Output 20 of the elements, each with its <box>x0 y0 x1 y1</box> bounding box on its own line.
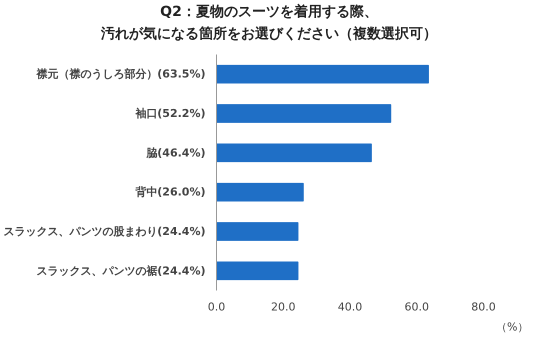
y-tick-label: スラックス、パンツの股まわり(24.4%) <box>3 225 206 238</box>
bar <box>216 104 392 123</box>
bar <box>216 222 298 241</box>
x-tick-label: 60.0 <box>404 300 430 314</box>
x-tick-label: 40.0 <box>338 300 362 314</box>
bar <box>216 143 372 162</box>
y-tick-label: 襟元（襟のうしろ部分）(63.5%) <box>35 68 206 81</box>
bar <box>216 261 298 280</box>
y-tick-label: スラックス、パンツの裾(24.4%) <box>36 264 206 278</box>
chart-subtitle: 汚れが気になる箇所をお選びください（複数選択可） <box>100 25 438 44</box>
y-tick-label: 背中(26.0%) <box>134 186 206 199</box>
x-tick-label: 80.0 <box>471 300 496 314</box>
bar <box>216 64 429 84</box>
y-tick-label: 袖口(52.2%) <box>134 107 206 120</box>
x-tick-label: 20.0 <box>271 300 296 314</box>
x-tick-label: 0.0 <box>208 300 226 314</box>
chart-title: Q2：夏物のスーツを着用する際、 <box>159 2 379 22</box>
y-tick-label: 脇(46.4%) <box>145 146 206 160</box>
bar <box>216 182 304 202</box>
x-axis-title: （%） <box>496 320 528 334</box>
